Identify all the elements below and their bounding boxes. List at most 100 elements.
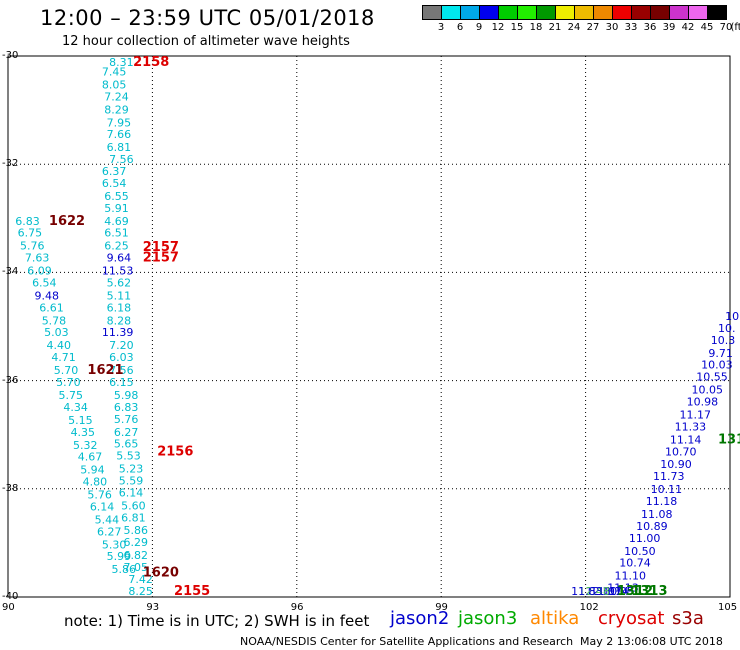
colorbar-tick-label: 18 [529,22,543,33]
wave-height-label: 6.51 [104,227,128,240]
wave-height-label: 5.03 [44,326,69,339]
time-label: 1620 [143,565,179,580]
wave-height-label: 10.50 [624,545,656,558]
wave-height-label: 11.10 [614,570,646,583]
wave-height-label: 8.29 [104,103,128,116]
wave-height-label: 11.73 [653,470,685,483]
wave-height-label: 7.56 [109,153,134,166]
colorbar-tick-label: 39 [662,22,676,33]
colorbar-tick-label: 70 [719,22,733,33]
lat-tick-label: -34 [2,266,19,278]
wave-height-label: 10.90 [660,458,692,471]
wave-height-label: 5.75 [59,389,84,402]
time-label: 2157 [143,240,179,255]
wave-height-label: 5.70 [56,376,80,389]
wave-height-label: 9.71 [708,347,733,360]
time-label: 2157 [143,251,179,266]
wave-height-label: 10.89 [636,520,668,533]
wave-height-label: 11.83 [571,585,603,598]
wave-height-label: 5.70 [54,364,79,377]
wave-height-label: 6.29 [124,536,148,549]
page-title: 12:00 – 23:59 UTC 05/01/2018 [40,6,375,30]
wave-height-label: 6.18 [107,301,132,314]
wave-height-label: 4.35 [71,426,96,439]
plot-frame [7,55,731,598]
wave-height-label: 5.30 [102,538,127,551]
wave-height-label: 5.91 [104,202,128,215]
wave-height-label: 10.98 [687,395,719,408]
wave-height-label: 11.14 [598,585,630,598]
time-label: 1313 [631,584,667,599]
wave-height-label: 10.05 [691,384,723,397]
colorbar-tick-label: 9 [475,22,483,33]
colorbar-tick-label: 33 [624,22,638,33]
wave-height-label: 7.95 [107,116,132,129]
colorbar-tick-label: 12 [491,22,505,33]
colorbar-tick-label: 21 [548,22,562,33]
wave-height-label: 6.81 [107,141,132,154]
wave-height-label: 5.60 [121,499,146,512]
wave-height-label: 6.37 [102,165,127,178]
wave-height-label: 5.94 [80,464,105,477]
wave-height-label: 11.03 [602,585,634,598]
lat-tick-label: -40 [2,591,19,602]
legend-item-jason2: jason2 [390,608,450,629]
wave-height-label: 6.27 [97,525,122,538]
wave-height-label: 10.74 [619,557,651,570]
wave-height-label: 6.61 [39,301,64,314]
lon-tick-label: 93 [146,602,160,613]
wave-height-label: 5.32 [73,439,98,452]
wave-height-label: 11.14 [670,433,702,446]
wave-height-label: 5.86 [111,563,136,576]
wave-height-label: 9.48 [34,289,59,302]
wave-height-label: 6.09 [27,265,52,278]
colorbar-unit: (ft) [730,22,740,33]
wave-height-label: 11.00 [629,532,661,545]
wave-height-label: 4.69 [104,215,128,228]
lon-tick-label: 96 [290,602,304,613]
lat-tick-label: -32 [2,158,19,170]
wave-height-label: 5.86 [124,524,148,537]
wave-height-label: 10.3 [711,334,736,347]
wave-height-label: 10.55 [696,371,728,384]
wave-height-label: 6.14 [90,500,115,513]
wave-height-label: 8.05 [102,78,127,91]
wave-height-label: 5.78 [42,314,66,327]
lon-tick-label: 102 [579,602,599,613]
wave-height-label: 6.55 [104,190,128,203]
wave-height-label: 11.17 [679,408,711,421]
wave-height-label: 6.54 [32,276,57,289]
wave-height-label: 4.34 [63,401,88,414]
wave-height-label: 8.25 [128,585,153,598]
colorbar-tick-label: 42 [681,22,695,33]
colorbar-tick-label: 3 [437,22,445,33]
page-subtitle: 12 hour collection of altimeter wave hei… [62,34,350,49]
legend-item-s3a: s3a [672,608,704,629]
wave-height-label: 5.98 [114,389,139,402]
wave-height-label: 11.18 [646,495,678,508]
wave-height-label: 7.05 [124,561,148,574]
wave-height-label: 6.25 [104,240,128,253]
wave-height-label: 5.11 [107,289,132,302]
colorbar-swatch [707,5,727,20]
wave-height-label: 6.81 [121,511,146,524]
wave-height-label: 11.07 [590,585,622,598]
wave-height-label: 5.53 [116,450,141,463]
lat-tick-label: -30 [2,50,19,61]
wave-height-label: 5.76 [114,413,139,426]
wave-height-label: 5.99 [107,550,132,563]
wave-height-label: 12.48 [578,585,610,598]
legend-item-cryosat: cryosat [598,608,665,629]
wave-height-label: 5.76 [20,240,45,253]
time-label: 1621 [87,363,123,378]
wave-height-label: 4.80 [83,476,108,489]
wave-height-label: 7.66 [107,128,132,141]
wave-height-label: 11.08 [641,508,673,521]
wave-height-label: 9.64 [107,252,132,265]
wave-height-label: 7.24 [104,90,128,103]
legend-item-jason3: jason3 [458,608,518,629]
colorbar-tick-label: 6 [456,22,464,33]
wave-height-label: 11.39 [102,326,134,339]
